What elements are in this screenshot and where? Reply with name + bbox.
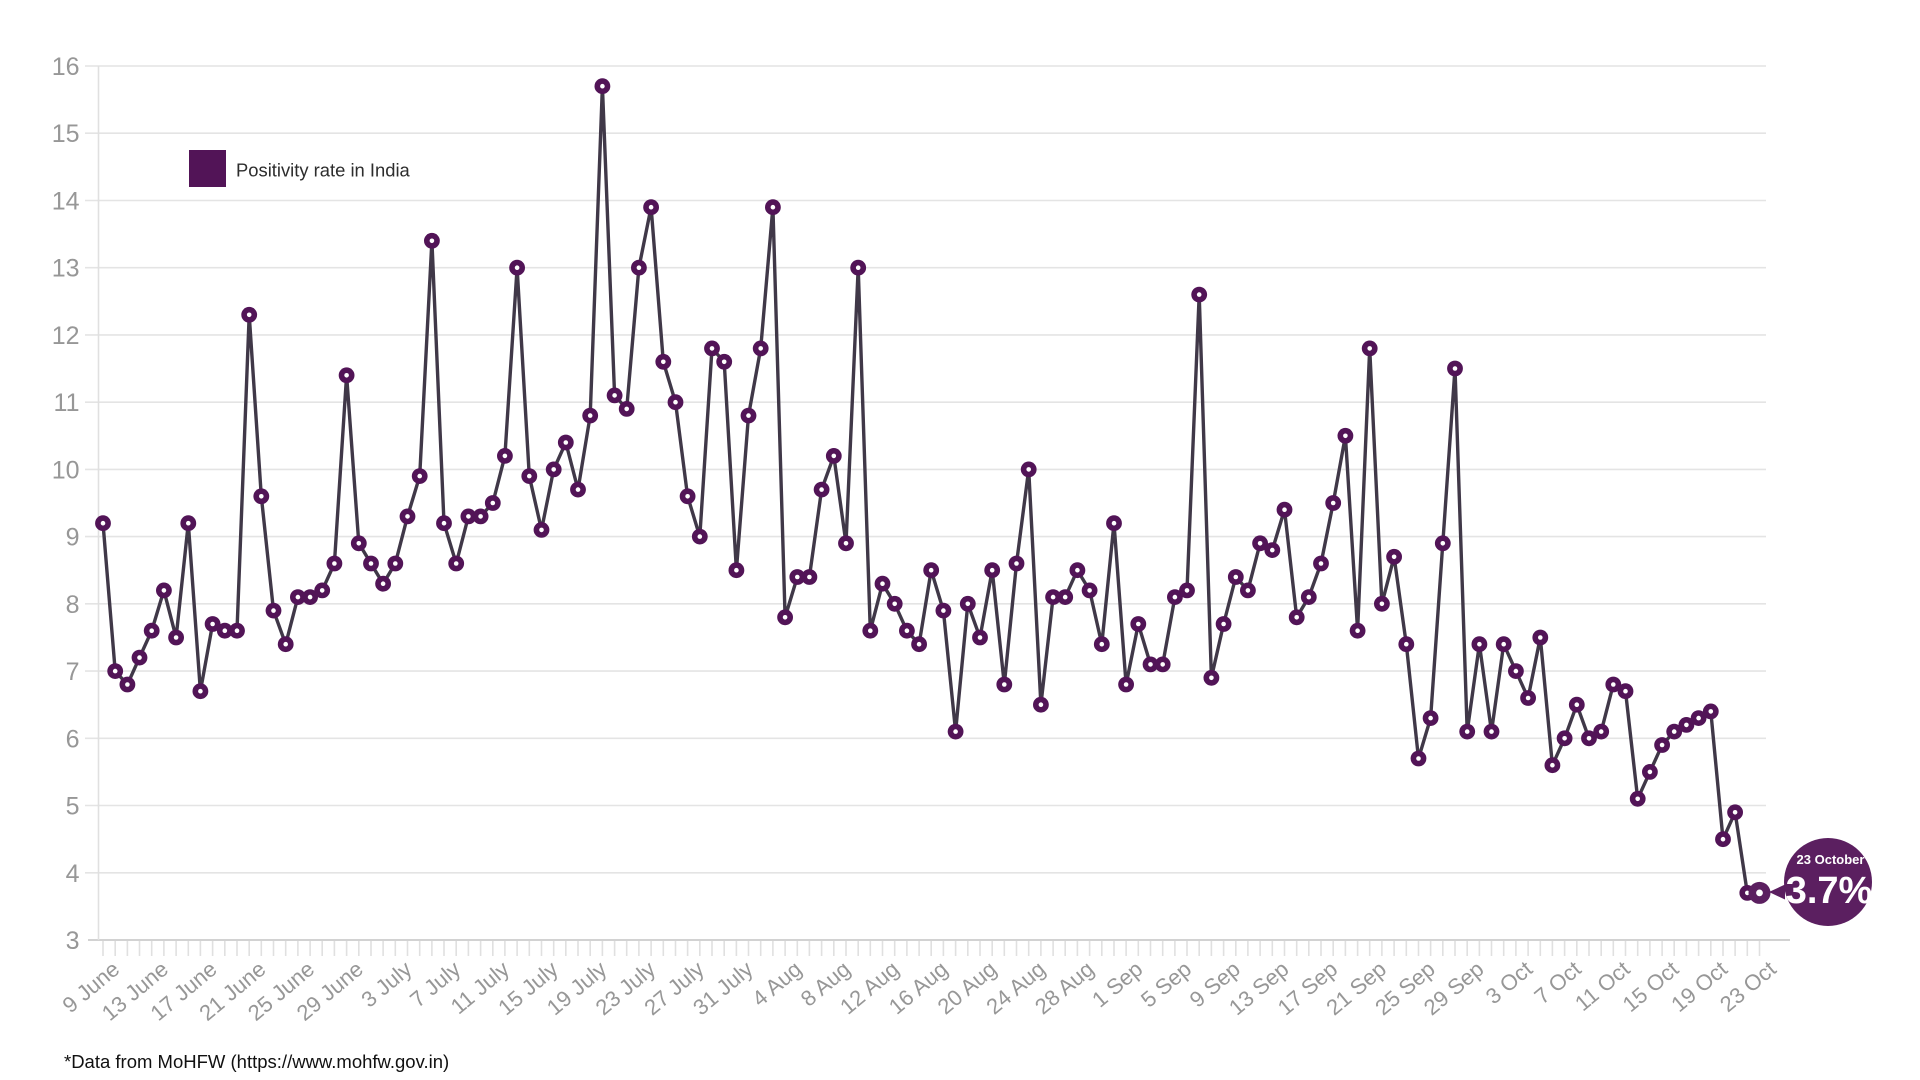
svg-text:14: 14 — [52, 188, 80, 216]
svg-text:10: 10 — [52, 456, 80, 484]
svg-text:3 Oct: 3 Oct — [1481, 956, 1537, 1009]
svg-text:11: 11 — [54, 389, 80, 417]
svg-text:13: 13 — [52, 255, 80, 283]
svg-text:16: 16 — [52, 53, 80, 81]
svg-text:6: 6 — [66, 725, 80, 753]
svg-text:*Data from MoHFW (https://www.: *Data from MoHFW (https://www.mohfw.gov.… — [64, 1051, 449, 1072]
svg-text:4 Aug: 4 Aug — [747, 956, 806, 1011]
svg-text:3 July: 3 July — [356, 956, 416, 1012]
svg-text:7: 7 — [66, 658, 80, 686]
svg-text:23 October: 23 October — [1797, 852, 1865, 867]
svg-text:12: 12 — [52, 322, 80, 350]
svg-text:5: 5 — [66, 793, 80, 821]
svg-text:8: 8 — [66, 591, 80, 619]
svg-text:5 Sep: 5 Sep — [1136, 956, 1196, 1012]
svg-text:1 Sep: 1 Sep — [1087, 956, 1147, 1012]
svg-text:15: 15 — [52, 120, 80, 148]
svg-text:Positivity rate in India: Positivity rate in India — [236, 160, 411, 181]
svg-text:23 Oct: 23 Oct — [1715, 956, 1781, 1017]
svg-text:3.7%: 3.7% — [1786, 870, 1873, 912]
svg-text:4: 4 — [66, 860, 80, 888]
svg-text:3: 3 — [66, 927, 80, 955]
svg-text:9: 9 — [66, 524, 80, 552]
